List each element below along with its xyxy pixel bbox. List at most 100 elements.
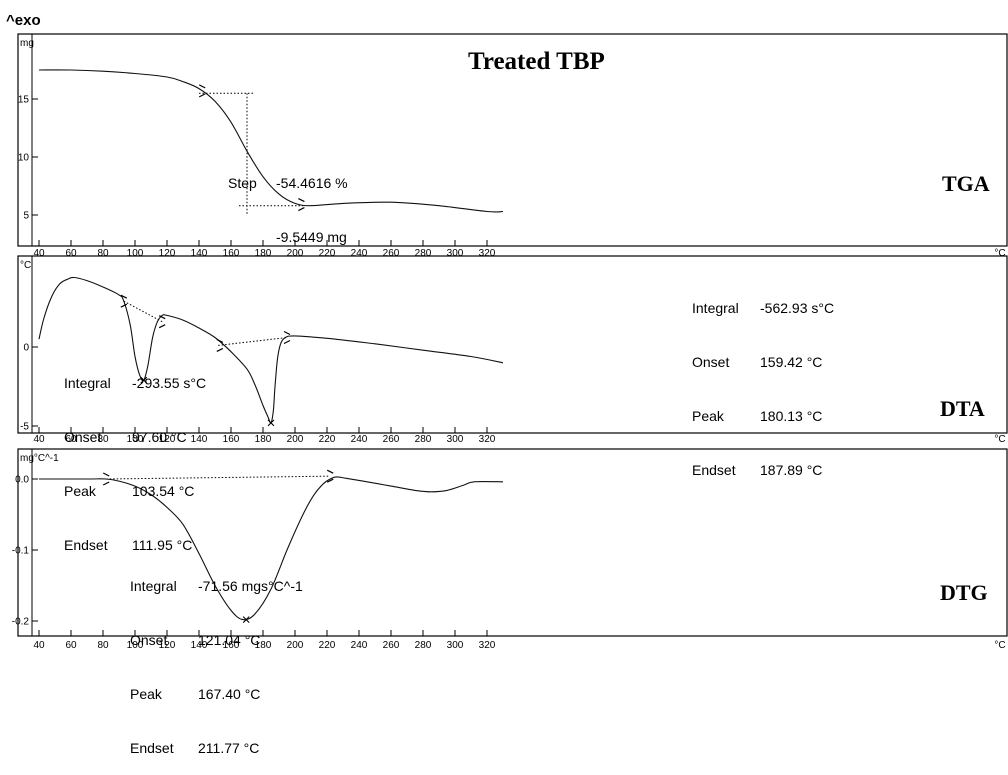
dtg-x-tick-label: 240 [351,640,368,651]
tga-x-tick-label: 100 [127,248,144,259]
dta-x-tick-label: 40 [33,434,45,445]
thermal-analysis-chart: mg 5 10 15 40 60 80 100 120 140 160 180 200 220 240 260… [12,33,1008,651]
dta-x-tick-label: 160 [223,434,240,445]
dtg-x-tick-label: 120 [159,640,176,651]
dtg-frame [17,448,1008,637]
dta-peak2-integral-label: Integral [692,300,739,316]
dta-x-tick-label: 100 [127,434,144,445]
dta-peak1-end-marker [158,315,166,329]
dta-series-line [38,276,504,424]
dta-peak1-onset-label: Onset [64,429,102,445]
dta-x-tick-label: 140 [191,434,208,445]
dtg-peak1-baseline [106,475,331,480]
dta-peak2-cross [267,419,275,427]
tga-x-tick-label: 120 [159,248,176,259]
dtg-peak1-start-marker [102,472,110,486]
dtg-x-tick-label: 320 [479,640,496,651]
dta-x-tick-label: 80 [97,434,109,445]
dta-x-unit-label: °C [994,434,1005,445]
dtg-peak1-peak: 167.40 °C [198,686,261,702]
dtg-x-tick-label: 180 [255,640,272,651]
tga-frame [17,33,1008,247]
dtg-peak1-endset: 211.77 °C [198,740,260,756]
dtg-x-tick-label: 80 [97,640,109,651]
dtg-peak1-integral-label: Integral [130,578,177,594]
tga-step-end-marker [298,198,305,212]
dtg-peak1-annotation: Integral -71.56 mgs°C^-1 Onset 121.04 °C P… [130,541,303,775]
tga-step-label: Step [228,175,257,191]
dta-peak1-onset: 97.60 °C [132,429,187,445]
dta-peak1-integral: -293.55 s°C [132,375,207,391]
tga-step-annotation: Step -54.4616 % -9.5449 mg [228,138,348,264]
tga-x-unit-label: °C [994,248,1005,259]
dta-peak2-endset: 187.89 °C [760,462,823,478]
dtg-peak1-endset-label: Endset [130,740,174,756]
dtg-y-tick-label: -0.1 [12,546,30,557]
dta-unit-label: °C [20,260,31,271]
dtg-x-unit-label: °C [994,640,1005,651]
tga-panel-label: TGA [942,171,990,196]
dta-peak2-end-marker [283,330,291,345]
dtg-x-tick-label: 200 [287,640,304,651]
tga-x-tick-label: 40 [33,248,45,259]
dtg-x-tick-label: 60 [65,640,77,651]
dta-x-tick-label: 320 [479,434,496,445]
dta-peak2-start-marker [216,338,224,352]
tga-x-tick-label: 180 [255,248,272,259]
dta-x-tick-label: 200 [287,434,304,445]
dta-peak1-baseline [123,300,163,323]
tga-panel: mg 5 10 15 40 60 80 100 120 140 160 180 200 220 240 260… [17,33,1008,259]
dta-peak1-start-marker [120,294,128,308]
dta-frame [17,255,1008,434]
dta-x-tick-label: 120 [159,434,176,445]
dtg-peak1-integral: -71.56 mgs°C^-1 [198,578,303,594]
dtg-panel: mg°C^-1 -0.2 -0.1 0.0 40 60 80 100 120 140 160 180 2… [12,448,1008,651]
tga-step-start-marker [198,84,206,98]
dta-peak1-annotation: Integral -293.55 s°C Onset 97.60 °C Peak 10… [64,338,206,572]
tga-series-line [38,69,504,213]
dta-peak2-onset: 159.42 °C [760,354,823,370]
dta-panel-label: DTA [940,396,985,421]
dtg-series-line [38,476,504,621]
dtg-peak1-peak-label: Peak [130,686,162,702]
dta-x-tick-label: 300 [447,434,464,445]
dta-peak1-peak-label: Peak [64,483,96,499]
dtg-x-tick-label: 280 [415,640,432,651]
dtg-peak1-onset: 121.04 °C [198,632,261,648]
dta-peak2-integral: -562.93 s°C [760,300,835,316]
tga-x-tick-label: 160 [223,248,240,259]
dta-peak1-endset: 111.95 °C [132,537,193,553]
chart-title: Treated TBP [468,48,605,75]
dta-peak2-peak: 180.13 °C [760,408,823,424]
dta-x-tick-label: 220 [319,434,336,445]
dtg-unit-label: mg°C^-1 [20,453,59,464]
dtg-peak1-onset-label: Onset [130,632,168,648]
dta-x-tick-label: 240 [351,434,368,445]
dta-x-tick-label: 260 [383,434,400,445]
tga-x-tick-label: 60 [65,248,77,259]
dta-peak2-endset-label: Endset [692,462,736,478]
tga-y-tick-label: 15 [18,95,30,106]
dta-peak2-peak-label: Peak [692,408,724,424]
dta-peak1-peak: 103.54 °C [132,483,195,499]
dtg-x-tick-label: 300 [447,640,464,651]
dta-peak2-baseline [218,337,288,346]
dtg-panel-label: DTG [940,580,988,605]
dtg-x-tick-label: 220 [319,640,336,651]
tga-x-tick-label: 80 [97,248,109,259]
tga-x-tick-label: 240 [351,248,368,259]
dtg-x-tick-label: 160 [223,640,240,651]
dtg-peak1-end-marker [326,469,334,483]
dtg-x-tick-label: 100 [127,640,144,651]
tga-y-tick-label: 10 [18,153,30,164]
dtg-x-tick-label: 40 [33,640,45,651]
dtg-y-tick-label: -0.2 [12,617,30,628]
tga-x-tick-label: 280 [415,248,432,259]
tga-x-tick-label: 300 [447,248,464,259]
dta-x-tick-label: 180 [255,434,272,445]
dta-peak2-annotation: Integral -562.93 s°C Onset 159.42 °C Peak 1… [692,263,834,497]
dta-y-tick-label: -5 [20,422,29,433]
tga-y-tick-label: 5 [23,211,29,222]
tga-x-tick-label: 260 [383,248,400,259]
dtg-y-tick-label: 0.0 [15,475,29,486]
